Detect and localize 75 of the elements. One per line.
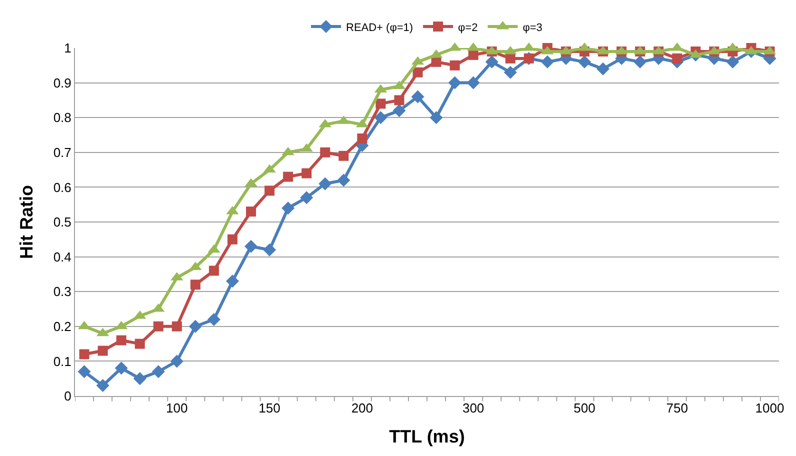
point xyxy=(78,365,91,378)
point xyxy=(448,76,462,90)
y-tick-label: 0.5 xyxy=(53,214,72,230)
y-tick-label: 1 xyxy=(64,40,72,56)
point xyxy=(134,338,145,349)
point xyxy=(485,55,498,68)
point xyxy=(264,186,275,196)
y-tick-label: 0.1 xyxy=(53,354,72,369)
legend-label: READ+ (φ=1) xyxy=(346,22,414,34)
point xyxy=(320,147,330,158)
point xyxy=(116,335,126,346)
x-tick-label: 1000 xyxy=(755,400,784,416)
point xyxy=(468,50,478,60)
point xyxy=(226,274,239,288)
point xyxy=(466,76,480,90)
point xyxy=(394,95,404,106)
y-tick-label: 0.4 xyxy=(53,249,72,264)
point xyxy=(634,55,647,68)
point xyxy=(283,172,294,182)
point xyxy=(190,280,200,290)
point xyxy=(672,53,682,64)
point xyxy=(540,55,554,68)
point xyxy=(170,354,184,368)
point xyxy=(374,111,388,124)
point xyxy=(282,202,295,215)
point xyxy=(578,55,591,68)
point xyxy=(96,379,110,392)
y-tick-label: 0.9 xyxy=(53,75,72,90)
point xyxy=(263,243,276,256)
point xyxy=(450,60,460,70)
point xyxy=(411,90,424,104)
point xyxy=(318,177,332,190)
point xyxy=(152,365,165,378)
point xyxy=(98,346,108,356)
y-tick-label: 0.3 xyxy=(53,284,72,300)
point xyxy=(246,206,256,217)
point xyxy=(227,234,238,244)
point xyxy=(726,55,740,68)
point xyxy=(133,372,146,386)
point xyxy=(431,56,442,67)
point xyxy=(153,321,164,332)
point xyxy=(207,312,220,326)
point xyxy=(114,362,128,375)
y-axis-title: Hit Ratio xyxy=(16,185,37,259)
y-tick-label: 0.6 xyxy=(53,180,72,195)
point xyxy=(300,191,314,204)
point xyxy=(337,174,350,187)
point xyxy=(392,104,406,118)
point xyxy=(338,150,349,161)
point xyxy=(596,62,610,76)
x-tick-label: 500 xyxy=(574,400,596,416)
point xyxy=(208,266,219,276)
x-axis-title: TTL (ms) xyxy=(389,426,465,447)
point xyxy=(357,133,368,144)
point xyxy=(172,321,182,332)
y-tick-label: 0.8 xyxy=(53,110,72,126)
point xyxy=(302,168,312,178)
point xyxy=(412,67,423,78)
x-tick-label: 200 xyxy=(351,400,374,416)
y-tick-label: 0.2 xyxy=(53,318,72,334)
point xyxy=(79,349,90,360)
x-tick-label: 750 xyxy=(666,400,688,416)
point xyxy=(505,53,516,64)
point xyxy=(376,98,386,109)
point xyxy=(504,66,517,79)
x-tick-label: 100 xyxy=(166,400,188,416)
x-tick-label: 150 xyxy=(258,400,280,416)
legend-label: φ=3 xyxy=(522,22,542,34)
y-tick-label: 0.7 xyxy=(53,144,72,160)
x-tick-label: 300 xyxy=(462,400,484,416)
legend-label: φ=2 xyxy=(458,22,478,34)
point xyxy=(188,320,202,333)
point xyxy=(244,240,258,253)
y-tick-label: 0 xyxy=(64,388,72,404)
point xyxy=(430,111,443,124)
